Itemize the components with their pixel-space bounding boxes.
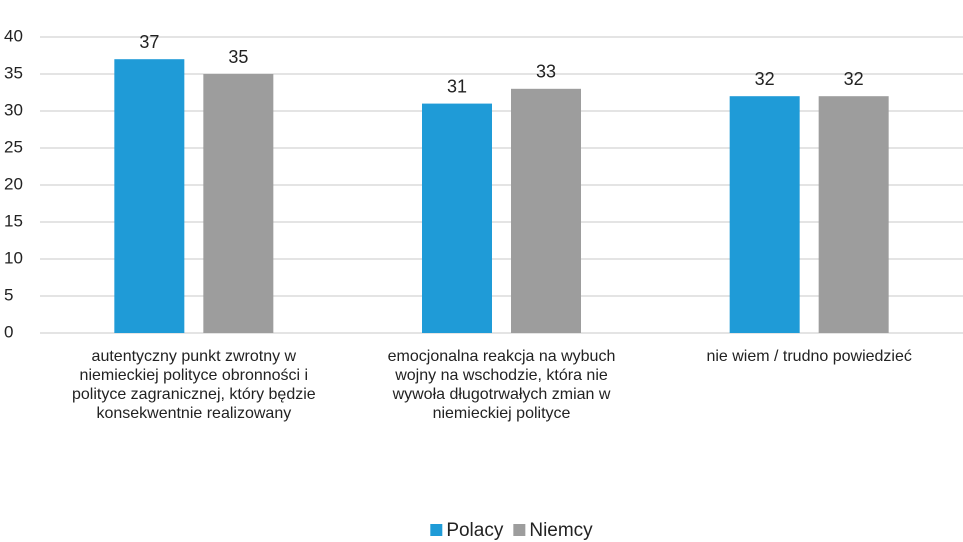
value-label: 31 [447,76,467,96]
y-tick-label: 35 [4,63,23,82]
y-tick-label: 20 [4,174,23,193]
legend-swatch [513,524,526,536]
value-label: 35 [228,47,248,67]
y-tick-label: 15 [4,211,23,230]
x-tick-label: autentyczny punkt zwrotny w niemieckiej … [71,348,316,422]
bar [729,96,800,333]
y-tick-label: 40 [4,26,23,45]
x-tick-label-box: emocjonalna reakcja na wybuch wojny na w… [387,348,616,422]
y-tick-label: 30 [4,100,23,119]
y-tick-label: 25 [4,137,23,156]
value-label: 33 [536,62,556,82]
legend-label: Polacy [446,520,504,541]
bar [818,96,889,333]
bar [422,103,492,333]
x-tick-label-box: nie wiem / trudno powiedzieć [706,348,912,365]
value-label: 32 [844,69,864,89]
x-tick-label-box: autentyczny punkt zwrotny w niemieckiej … [71,348,316,422]
legend-label: Niemcy [529,520,593,541]
legend: Polacy Niemcy [430,520,593,541]
bar [511,88,581,333]
y-tick-label: 5 [4,285,13,304]
x-tick-label: emocjonalna reakcja na wybuch wojny na w… [387,348,616,422]
legend-swatch [430,524,443,536]
bar [114,59,185,333]
value-label: 32 [755,69,775,89]
y-tick-label: 10 [4,248,23,267]
y-tick-label: 0 [4,322,13,341]
bar [203,74,274,333]
value-label: 37 [139,32,159,52]
x-tick-label: nie wiem / trudno powiedzieć [706,348,912,365]
